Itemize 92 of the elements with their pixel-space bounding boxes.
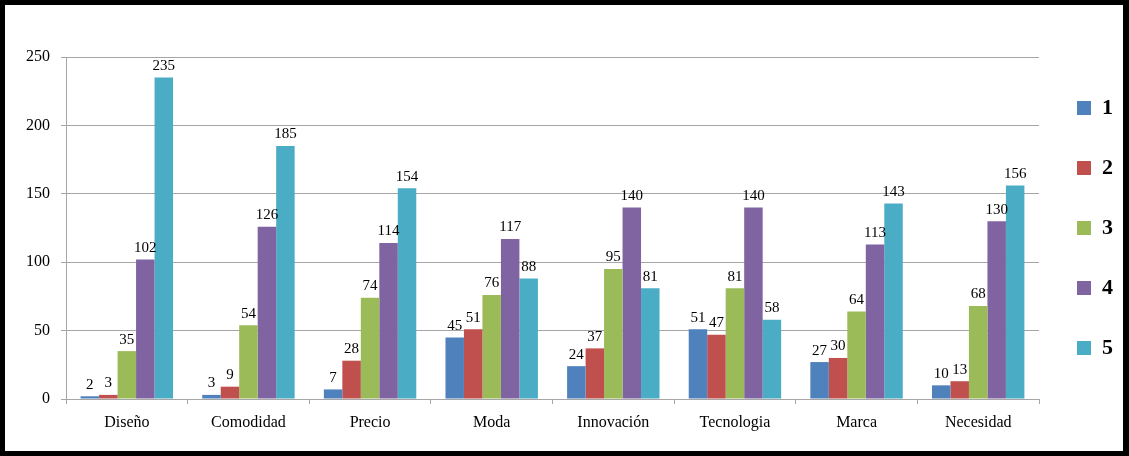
bar [744,207,763,399]
bar [828,357,848,399]
data-label: 81 [642,267,658,284]
data-label: 24 [568,345,585,362]
data-label: 81 [727,267,743,284]
data-label: 154 [395,167,419,184]
legend-label: 2 [1102,153,1113,179]
bar [202,394,221,399]
bar [884,203,903,399]
data-label: 117 [499,218,522,235]
bar [276,145,295,399]
x-tick-label: Tecnologia [699,412,771,431]
bar [117,351,137,399]
bar [950,381,969,399]
bar [567,366,586,399]
bar [80,396,100,399]
y-tick-label: 50 [34,320,50,338]
data-label: 64 [849,290,865,307]
y-tick-label: 0 [42,389,50,407]
data-label: 54 [240,304,257,321]
data-label: 51 [690,308,706,325]
data-label: 2 [86,375,94,392]
bar [323,389,343,399]
data-label: 95 [605,248,621,265]
bar [463,329,483,399]
bar [482,295,501,399]
x-tick-label: Innovación [577,412,650,430]
data-label: 235 [152,56,176,73]
bar [810,362,829,399]
x-tick-label: Diseño [104,412,150,430]
data-label: 156 [1003,165,1027,182]
bar [762,319,782,399]
bar [725,288,745,399]
data-label: 88 [521,258,537,275]
data-label: 47 [708,314,725,331]
data-label: 10 [933,364,949,381]
data-label: 3 [207,374,216,391]
data-label: 143 [882,182,905,199]
bar [154,77,174,399]
bar [931,385,951,399]
y-tick-label: 250 [26,47,50,65]
y-tick-label: 100 [26,252,50,270]
legend-label: 5 [1102,333,1113,359]
bar [604,269,623,399]
bar [585,348,605,399]
x-tick-label: Necesidad [944,412,1012,430]
bar [239,325,258,399]
data-label: 28 [344,340,360,357]
y-tick-label: 200 [26,115,50,133]
data-label: 45 [447,316,463,333]
data-label: 13 [952,360,968,377]
data-label: 74 [362,277,379,294]
bar [360,297,380,399]
data-label: 68 [970,285,986,302]
data-label: 35 [119,330,135,347]
bar [99,394,118,399]
bar [257,226,277,399]
bar [688,329,708,399]
data-label: 185 [274,125,297,142]
bar [342,360,361,399]
data-label: 7 [329,368,338,385]
data-label: 30 [830,337,846,354]
data-label: 9 [226,366,234,383]
legend-label: 1 [1102,93,1113,119]
bar [641,288,660,399]
data-label: 140 [742,186,765,203]
data-label: 58 [764,299,780,316]
x-tick-label: Moda [473,412,511,430]
legend-label: 3 [1102,213,1113,239]
x-tick-label: Comodidad [211,412,286,430]
bar [847,311,866,399]
bar [987,221,1006,399]
data-label: 3 [104,374,113,391]
bar [622,207,642,399]
data-label: 27 [812,341,828,358]
data-label: 37 [587,327,603,344]
y-tick-label: 150 [26,184,50,201]
bar [379,243,398,399]
bar [220,386,240,399]
bar [445,337,464,399]
bar [136,259,155,399]
legend-label: 4 [1102,273,1113,299]
bar [865,244,885,399]
x-tick-label: Precio [349,412,391,430]
bar [707,334,726,399]
data-label: 140 [620,186,644,203]
data-label: 76 [484,274,500,291]
bar [519,278,538,399]
x-tick-label: Marca [836,412,877,430]
bar [968,305,988,399]
data-label: 51 [465,308,481,325]
bar [500,238,520,399]
